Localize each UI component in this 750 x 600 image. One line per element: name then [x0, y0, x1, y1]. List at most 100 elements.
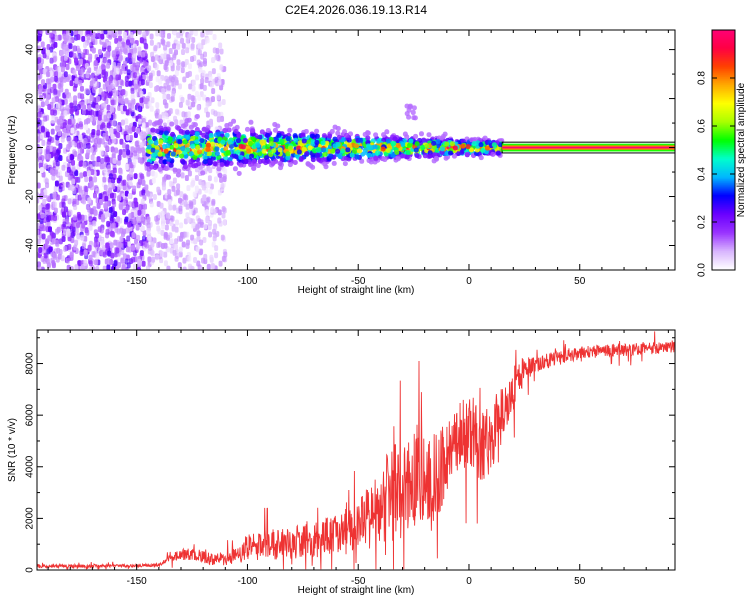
- colorbar-segment: [712, 260, 735, 263]
- doppler-blob: [170, 151, 176, 157]
- noise-blob: [140, 173, 145, 180]
- colorbar-segment: [712, 216, 735, 219]
- noise-blob: [155, 254, 160, 261]
- noise-blob: [83, 42, 88, 49]
- noise-blob: [202, 51, 207, 58]
- doppler-blob: [373, 155, 379, 161]
- noise-blob: [106, 220, 111, 227]
- noise-blob: [74, 57, 79, 64]
- noise-blob: [155, 102, 160, 109]
- noise-blob: [221, 99, 226, 106]
- doppler-blob: [180, 146, 186, 152]
- noise-blob: [141, 118, 146, 125]
- colorbar-segment: [712, 182, 735, 185]
- noise-blob: [212, 235, 217, 242]
- doppler-blob: [150, 147, 156, 153]
- noise-blob: [223, 251, 228, 258]
- noise-blob: [219, 84, 224, 91]
- noise-blob: [146, 170, 151, 177]
- noise-blob: [78, 58, 83, 65]
- doppler-blob: [250, 128, 256, 134]
- doppler-blob: [314, 133, 320, 139]
- noise-blob: [131, 125, 136, 132]
- noise-blob: [38, 62, 43, 69]
- colorbar-segment: [712, 154, 735, 157]
- colorbar-segment: [712, 124, 735, 127]
- noise-blob: [184, 58, 189, 65]
- doppler-blob: [301, 146, 307, 152]
- doppler-blob: [349, 152, 355, 158]
- noise-blob: [107, 92, 112, 99]
- noise-blob: [102, 41, 107, 48]
- noise-blob: [78, 160, 83, 167]
- noise-blob: [125, 80, 130, 87]
- doppler-blob: [163, 130, 169, 136]
- noise-blob: [137, 105, 142, 112]
- noise-blob: [112, 53, 117, 60]
- noise-blob: [211, 57, 216, 64]
- noise-blob: [197, 218, 202, 225]
- noise-blob: [208, 30, 213, 35]
- doppler-blob: [301, 138, 307, 144]
- colorbar-segment: [712, 162, 735, 165]
- noise-blob: [77, 53, 82, 60]
- noise-blob: [55, 160, 60, 167]
- noise-blob: [116, 228, 121, 235]
- noise-blob: [148, 82, 153, 89]
- colorbar-segment: [712, 42, 735, 45]
- colorbar-segment: [712, 74, 735, 77]
- noise-blob: [133, 173, 138, 180]
- noise-blob: [126, 39, 131, 46]
- noise-blob: [54, 96, 59, 103]
- doppler-blob: [232, 166, 238, 172]
- doppler-blob: [402, 131, 408, 137]
- noise-blob: [85, 98, 90, 105]
- doppler-blob: [324, 140, 330, 146]
- noise-blob: [137, 118, 142, 125]
- doppler-blob: [420, 144, 426, 150]
- noise-blob: [162, 93, 167, 100]
- noise-blob: [61, 164, 66, 171]
- snr-xlabel: Height of straight line (km): [298, 585, 415, 596]
- noise-blob: [131, 106, 136, 113]
- noise-blob: [217, 217, 222, 224]
- doppler-blob: [354, 154, 360, 160]
- colorbar-segment: [712, 258, 735, 261]
- noise-blob: [108, 206, 113, 213]
- doppler-blob: [335, 148, 341, 154]
- noise-blob: [141, 51, 146, 58]
- noise-blob: [127, 52, 132, 59]
- doppler-blob: [272, 127, 278, 133]
- doppler-blob: [390, 152, 396, 158]
- noise-blob: [164, 112, 169, 119]
- noise-blob: [185, 242, 190, 249]
- noise-blob: [97, 138, 102, 145]
- colorbar-segment: [712, 168, 735, 171]
- noise-blob: [142, 230, 147, 237]
- noise-blob: [54, 71, 59, 78]
- noise-blob: [205, 209, 210, 216]
- doppler-blob: [188, 124, 194, 130]
- noise-blob: [185, 37, 190, 44]
- noise-blob: [59, 50, 64, 57]
- doppler-blob: [464, 151, 470, 157]
- noise-blob: [72, 214, 77, 221]
- noise-blob: [211, 198, 216, 205]
- doppler-blob: [151, 121, 157, 127]
- noise-blob: [190, 56, 195, 63]
- noise-blob: [114, 90, 119, 97]
- colorbar-segment: [712, 242, 735, 245]
- noise-blob: [128, 180, 133, 187]
- noise-blob: [45, 182, 50, 189]
- noise-blob: [138, 203, 143, 210]
- doppler-blob: [344, 132, 350, 138]
- doppler-blob: [362, 147, 368, 153]
- doppler-blob: [265, 144, 271, 150]
- noise-blob: [77, 194, 82, 201]
- noise-blob: [207, 175, 212, 182]
- noise-blob: [50, 109, 55, 116]
- doppler-blob: [205, 142, 211, 148]
- doppler-blob: [194, 127, 200, 133]
- noise-blob: [42, 68, 47, 75]
